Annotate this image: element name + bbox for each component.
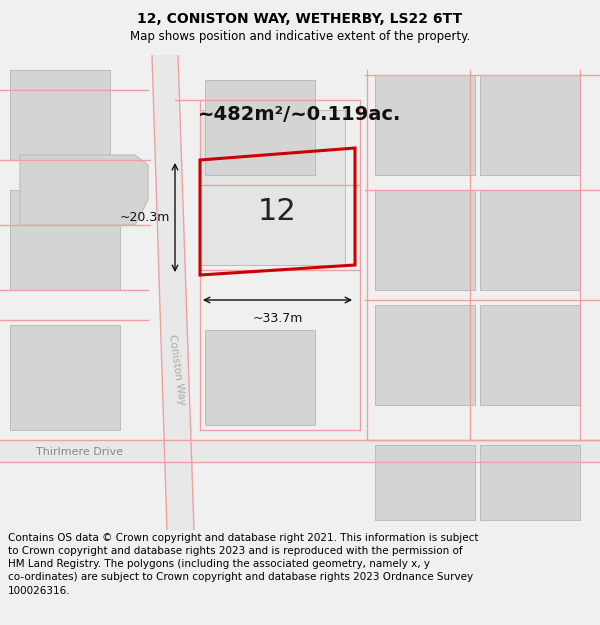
Bar [10,325,120,430]
Bar [375,75,475,175]
Bar [205,80,315,175]
Bar [480,75,580,175]
Bar [480,305,580,405]
Bar [205,330,315,425]
Bar [10,70,110,160]
Bar [200,110,345,265]
Text: Contains OS data © Crown copyright and database right 2021. This information is : Contains OS data © Crown copyright and d… [8,533,478,596]
Polygon shape [20,155,148,225]
Polygon shape [152,55,194,530]
Text: ~20.3m: ~20.3m [119,211,170,224]
Text: ~482m²/~0.119ac.: ~482m²/~0.119ac. [199,106,401,124]
Bar [480,190,580,290]
Text: Map shows position and indicative extent of the property.: Map shows position and indicative extent… [130,30,470,43]
Text: Coniston Way: Coniston Way [167,334,187,406]
Bar [375,305,475,405]
Bar [375,445,475,520]
Text: 12: 12 [258,198,297,226]
Text: 12, CONISTON WAY, WETHERBY, LS22 6TT: 12, CONISTON WAY, WETHERBY, LS22 6TT [137,12,463,26]
Bar [10,190,120,290]
Text: ~33.7m: ~33.7m [253,312,302,325]
Bar [375,190,475,290]
Text: Thirlmere Drive: Thirlmere Drive [37,447,124,457]
Bar [480,445,580,520]
Polygon shape [0,440,600,462]
